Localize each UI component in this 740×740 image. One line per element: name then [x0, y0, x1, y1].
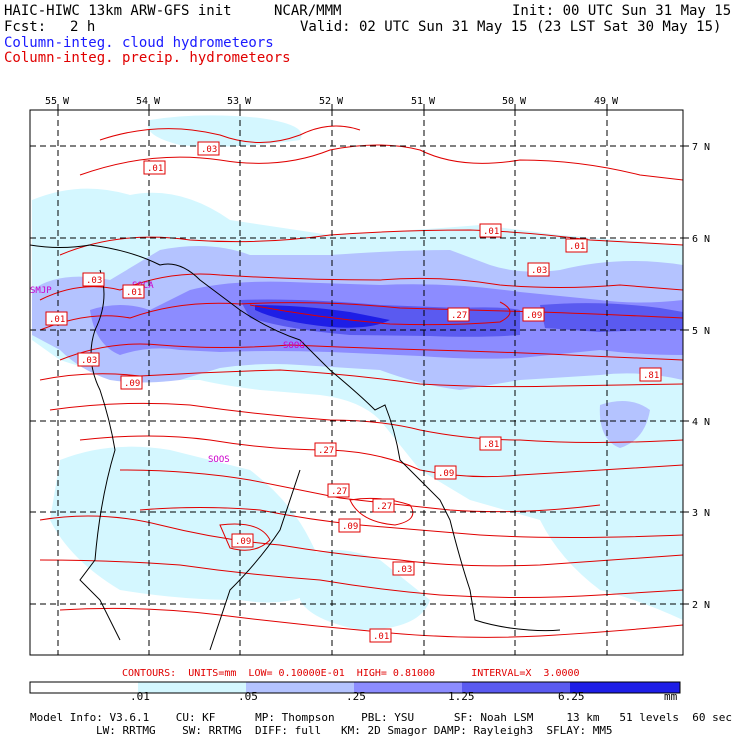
contour-value-label: .27	[314, 442, 337, 457]
contour-value-label: .27	[372, 498, 395, 513]
contour-value-label: .03	[82, 272, 105, 287]
lat-label: 2 N	[692, 600, 710, 611]
lon-label: 55 W	[45, 96, 70, 107]
init-time: Init: 00 UTC Sun 31 May 15	[512, 3, 732, 19]
colorbar-label: .01	[130, 690, 150, 703]
model-info-line1: Model Info: V3.6.1 CU: KF MP: Thompson P…	[30, 711, 732, 724]
svg-text:.01: .01	[373, 632, 389, 642]
model-info-line2: LW: RRTMG SW: RRTMG DIFF: full KM: 2D Sm…	[96, 724, 613, 737]
contour-value-label: .03	[77, 352, 100, 367]
colorbar-label: 1.25	[448, 690, 475, 703]
lat-label: 3 N	[692, 508, 710, 519]
lon-label: 53 W	[227, 96, 252, 107]
colorbar-unit: mm	[664, 690, 678, 703]
svg-text:.01: .01	[483, 227, 499, 237]
map-frame	[29, 109, 684, 656]
contour-value-label: .01	[45, 311, 68, 326]
contour-value-label: .81	[639, 367, 662, 382]
model-title: HAIC-HIWC 13km ARW-GFS init	[4, 3, 232, 19]
lon-label: 52 W	[319, 96, 344, 107]
lat-label: 7 N	[692, 142, 710, 153]
contour-value-label: .01	[565, 238, 588, 253]
contour-value-label: .09	[120, 375, 143, 390]
forecast-label: Fcst:	[4, 19, 47, 35]
station-label: SMJP	[30, 286, 52, 296]
svg-text:.01: .01	[126, 288, 142, 298]
contour-value-label: .03	[392, 561, 415, 576]
colorbar	[29, 681, 681, 694]
svg-text:.09: .09	[235, 537, 251, 547]
station-label: SOOG	[283, 341, 305, 351]
contour-value-label: .01	[122, 284, 145, 299]
contour-value-label: .09	[522, 307, 545, 322]
field-cloud-legend: Column-integ. cloud hydrometeors	[4, 35, 274, 51]
cloud-shading	[32, 115, 683, 630]
svg-text:.03: .03	[531, 266, 547, 276]
contour-value-label: .27	[327, 483, 350, 498]
lat-label: 6 N	[692, 234, 710, 245]
svg-text:.01: .01	[569, 242, 585, 252]
lon-label: 50 W	[502, 96, 527, 107]
svg-text:.27: .27	[331, 487, 347, 497]
contour-value-label: .09	[338, 518, 361, 533]
graticule	[30, 110, 683, 655]
lon-label: 54 W	[136, 96, 161, 107]
svg-text:.01: .01	[49, 315, 65, 325]
contour-value-label: .01	[143, 160, 166, 175]
svg-text:.01: .01	[147, 164, 163, 174]
forecast-hour: 2 h	[70, 19, 96, 35]
svg-text:.03: .03	[86, 276, 102, 286]
lon-label: 49 W	[594, 96, 619, 107]
svg-text:.03: .03	[81, 356, 97, 366]
svg-text:.09: .09	[342, 522, 358, 532]
contours-info: CONTOURS: UNITS=mm LOW= 0.10000E-01 HIGH…	[122, 668, 580, 679]
contour-value-label: .01	[479, 223, 502, 238]
station-label: SOOS	[208, 455, 230, 465]
contour-value-label: .09	[434, 465, 457, 480]
svg-text:.81: .81	[483, 440, 499, 450]
lat-label: 4 N	[692, 417, 710, 428]
field-precip-legend: Column-integ. precip. hydrometeors	[4, 50, 291, 66]
colorbar-label: .05	[238, 690, 258, 703]
contour-value-label: .27	[447, 307, 470, 322]
colorbar-label: 6.25	[558, 690, 585, 703]
svg-text:.27: .27	[376, 502, 392, 512]
svg-text:.81: .81	[643, 371, 659, 381]
svg-text:.27: .27	[451, 311, 467, 321]
svg-text:.03: .03	[396, 565, 412, 575]
org-label: NCAR/MMM	[274, 3, 342, 19]
svg-text:.27: .27	[318, 446, 334, 456]
contour-value-label: .03	[197, 141, 220, 156]
lat-label: 5 N	[692, 326, 710, 337]
svg-text:.09: .09	[526, 311, 542, 321]
lon-label: 51 W	[411, 96, 436, 107]
valid-time: Valid: 02 UTC Sun 31 May 15 (23 LST Sat …	[300, 19, 722, 35]
svg-text:.09: .09	[124, 379, 140, 389]
colorbar-label: .25	[346, 690, 366, 703]
contour-value-label: .01	[369, 628, 392, 643]
contour-value-label: .09	[231, 533, 254, 548]
contour-value-label: .81	[479, 436, 502, 451]
svg-text:.03: .03	[201, 145, 217, 155]
contour-value-label: .03	[527, 262, 550, 277]
svg-text:.09: .09	[438, 469, 454, 479]
